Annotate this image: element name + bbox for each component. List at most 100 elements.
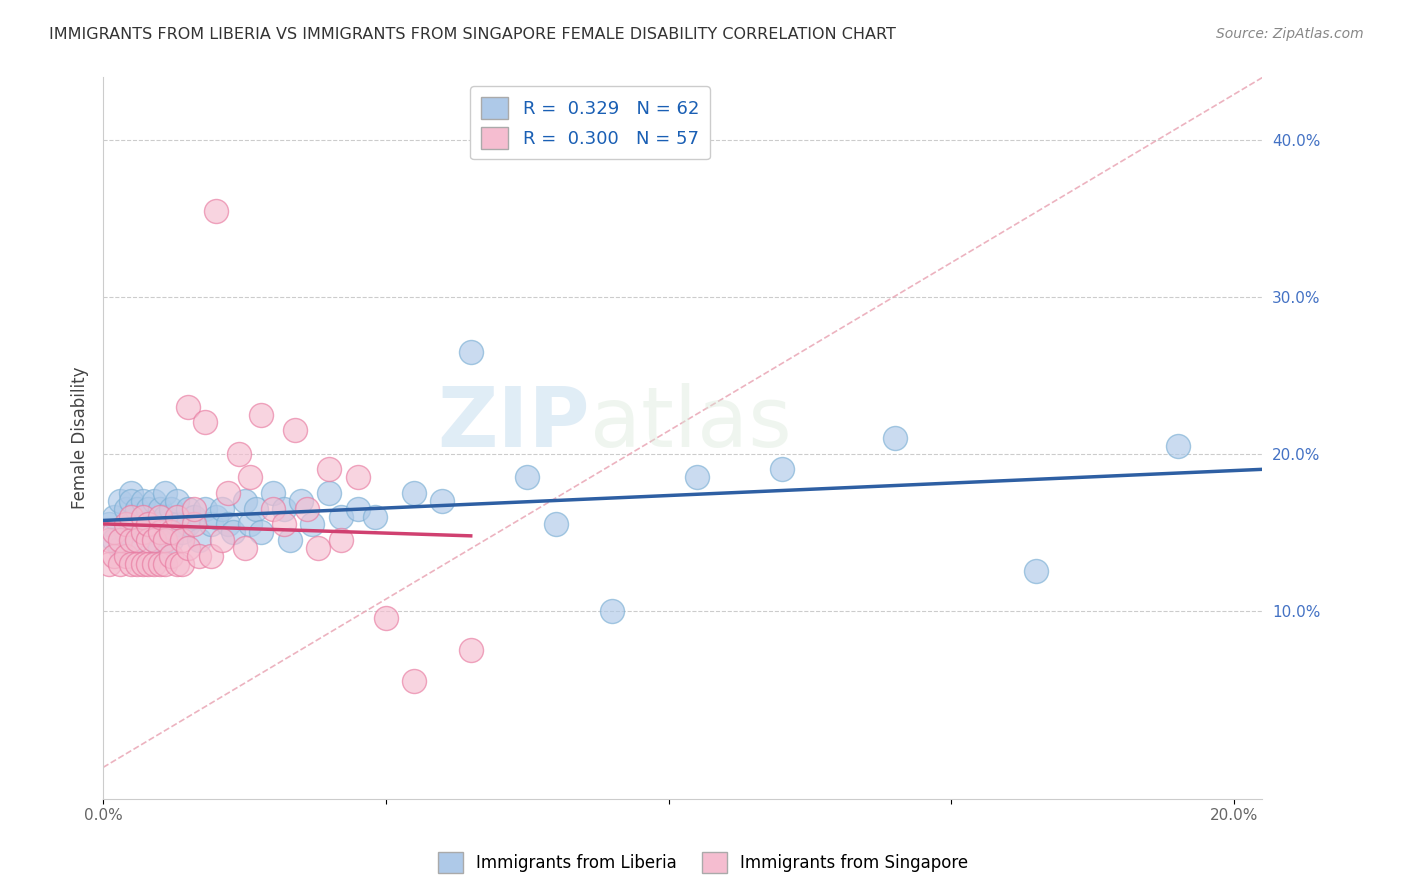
Point bbox=[155, 486, 177, 500]
Point bbox=[138, 557, 160, 571]
Point bbox=[114, 549, 136, 563]
Point bbox=[233, 541, 256, 555]
Point bbox=[108, 541, 131, 555]
Point bbox=[138, 517, 160, 532]
Point bbox=[155, 533, 177, 547]
Y-axis label: Female Disability: Female Disability bbox=[72, 367, 89, 509]
Point bbox=[125, 533, 148, 547]
Point bbox=[404, 674, 426, 689]
Point bbox=[132, 517, 155, 532]
Point bbox=[132, 509, 155, 524]
Point bbox=[217, 486, 239, 500]
Point bbox=[120, 493, 142, 508]
Point bbox=[183, 509, 205, 524]
Point bbox=[883, 431, 905, 445]
Point bbox=[143, 557, 166, 571]
Point bbox=[194, 501, 217, 516]
Point bbox=[222, 525, 245, 540]
Point bbox=[307, 541, 329, 555]
Point bbox=[346, 501, 368, 516]
Point bbox=[125, 557, 148, 571]
Point bbox=[544, 517, 567, 532]
Point bbox=[166, 517, 188, 532]
Point bbox=[149, 509, 172, 524]
Point bbox=[432, 493, 454, 508]
Point bbox=[295, 501, 318, 516]
Point bbox=[132, 557, 155, 571]
Point bbox=[166, 509, 188, 524]
Point bbox=[132, 493, 155, 508]
Point bbox=[374, 611, 396, 625]
Point bbox=[273, 501, 295, 516]
Point bbox=[149, 525, 172, 540]
Point bbox=[1025, 565, 1047, 579]
Point bbox=[460, 344, 482, 359]
Point bbox=[205, 509, 228, 524]
Point bbox=[205, 203, 228, 218]
Point bbox=[114, 525, 136, 540]
Point bbox=[301, 517, 323, 532]
Point bbox=[177, 517, 200, 532]
Point bbox=[177, 501, 200, 516]
Point bbox=[686, 470, 709, 484]
Point bbox=[103, 549, 125, 563]
Point bbox=[1167, 439, 1189, 453]
Point bbox=[149, 557, 172, 571]
Point bbox=[125, 501, 148, 516]
Point bbox=[172, 525, 194, 540]
Point bbox=[166, 493, 188, 508]
Point bbox=[290, 493, 312, 508]
Point bbox=[114, 501, 136, 516]
Point bbox=[770, 462, 793, 476]
Point bbox=[245, 501, 267, 516]
Point bbox=[103, 509, 125, 524]
Text: atlas: atlas bbox=[591, 384, 792, 464]
Point bbox=[600, 604, 623, 618]
Point bbox=[250, 525, 273, 540]
Point bbox=[188, 549, 211, 563]
Point bbox=[363, 509, 385, 524]
Point bbox=[239, 470, 262, 484]
Point bbox=[188, 533, 211, 547]
Point bbox=[160, 533, 183, 547]
Point bbox=[108, 493, 131, 508]
Point bbox=[194, 416, 217, 430]
Point bbox=[103, 533, 125, 547]
Point bbox=[329, 533, 352, 547]
Point bbox=[143, 533, 166, 547]
Point bbox=[138, 501, 160, 516]
Point bbox=[262, 501, 284, 516]
Point bbox=[250, 408, 273, 422]
Point bbox=[460, 642, 482, 657]
Point bbox=[217, 517, 239, 532]
Point bbox=[120, 533, 142, 547]
Point bbox=[318, 486, 340, 500]
Point bbox=[138, 525, 160, 540]
Point bbox=[120, 509, 142, 524]
Point bbox=[149, 501, 172, 516]
Point bbox=[200, 517, 222, 532]
Point bbox=[318, 462, 340, 476]
Point bbox=[149, 541, 172, 555]
Text: IMMIGRANTS FROM LIBERIA VS IMMIGRANTS FROM SINGAPORE FEMALE DISABILITY CORRELATI: IMMIGRANTS FROM LIBERIA VS IMMIGRANTS FR… bbox=[49, 27, 896, 42]
Point bbox=[404, 486, 426, 500]
Point bbox=[120, 517, 142, 532]
Legend: Immigrants from Liberia, Immigrants from Singapore: Immigrants from Liberia, Immigrants from… bbox=[432, 846, 974, 880]
Point bbox=[183, 517, 205, 532]
Point bbox=[183, 501, 205, 516]
Point bbox=[329, 509, 352, 524]
Point bbox=[177, 400, 200, 414]
Point bbox=[103, 525, 125, 540]
Point bbox=[516, 470, 538, 484]
Point bbox=[97, 533, 120, 547]
Point bbox=[228, 447, 250, 461]
Point bbox=[120, 557, 142, 571]
Text: Source: ZipAtlas.com: Source: ZipAtlas.com bbox=[1216, 27, 1364, 41]
Point bbox=[155, 509, 177, 524]
Point bbox=[160, 525, 183, 540]
Point bbox=[108, 533, 131, 547]
Point bbox=[346, 470, 368, 484]
Point bbox=[262, 486, 284, 500]
Point bbox=[114, 517, 136, 532]
Point bbox=[160, 549, 183, 563]
